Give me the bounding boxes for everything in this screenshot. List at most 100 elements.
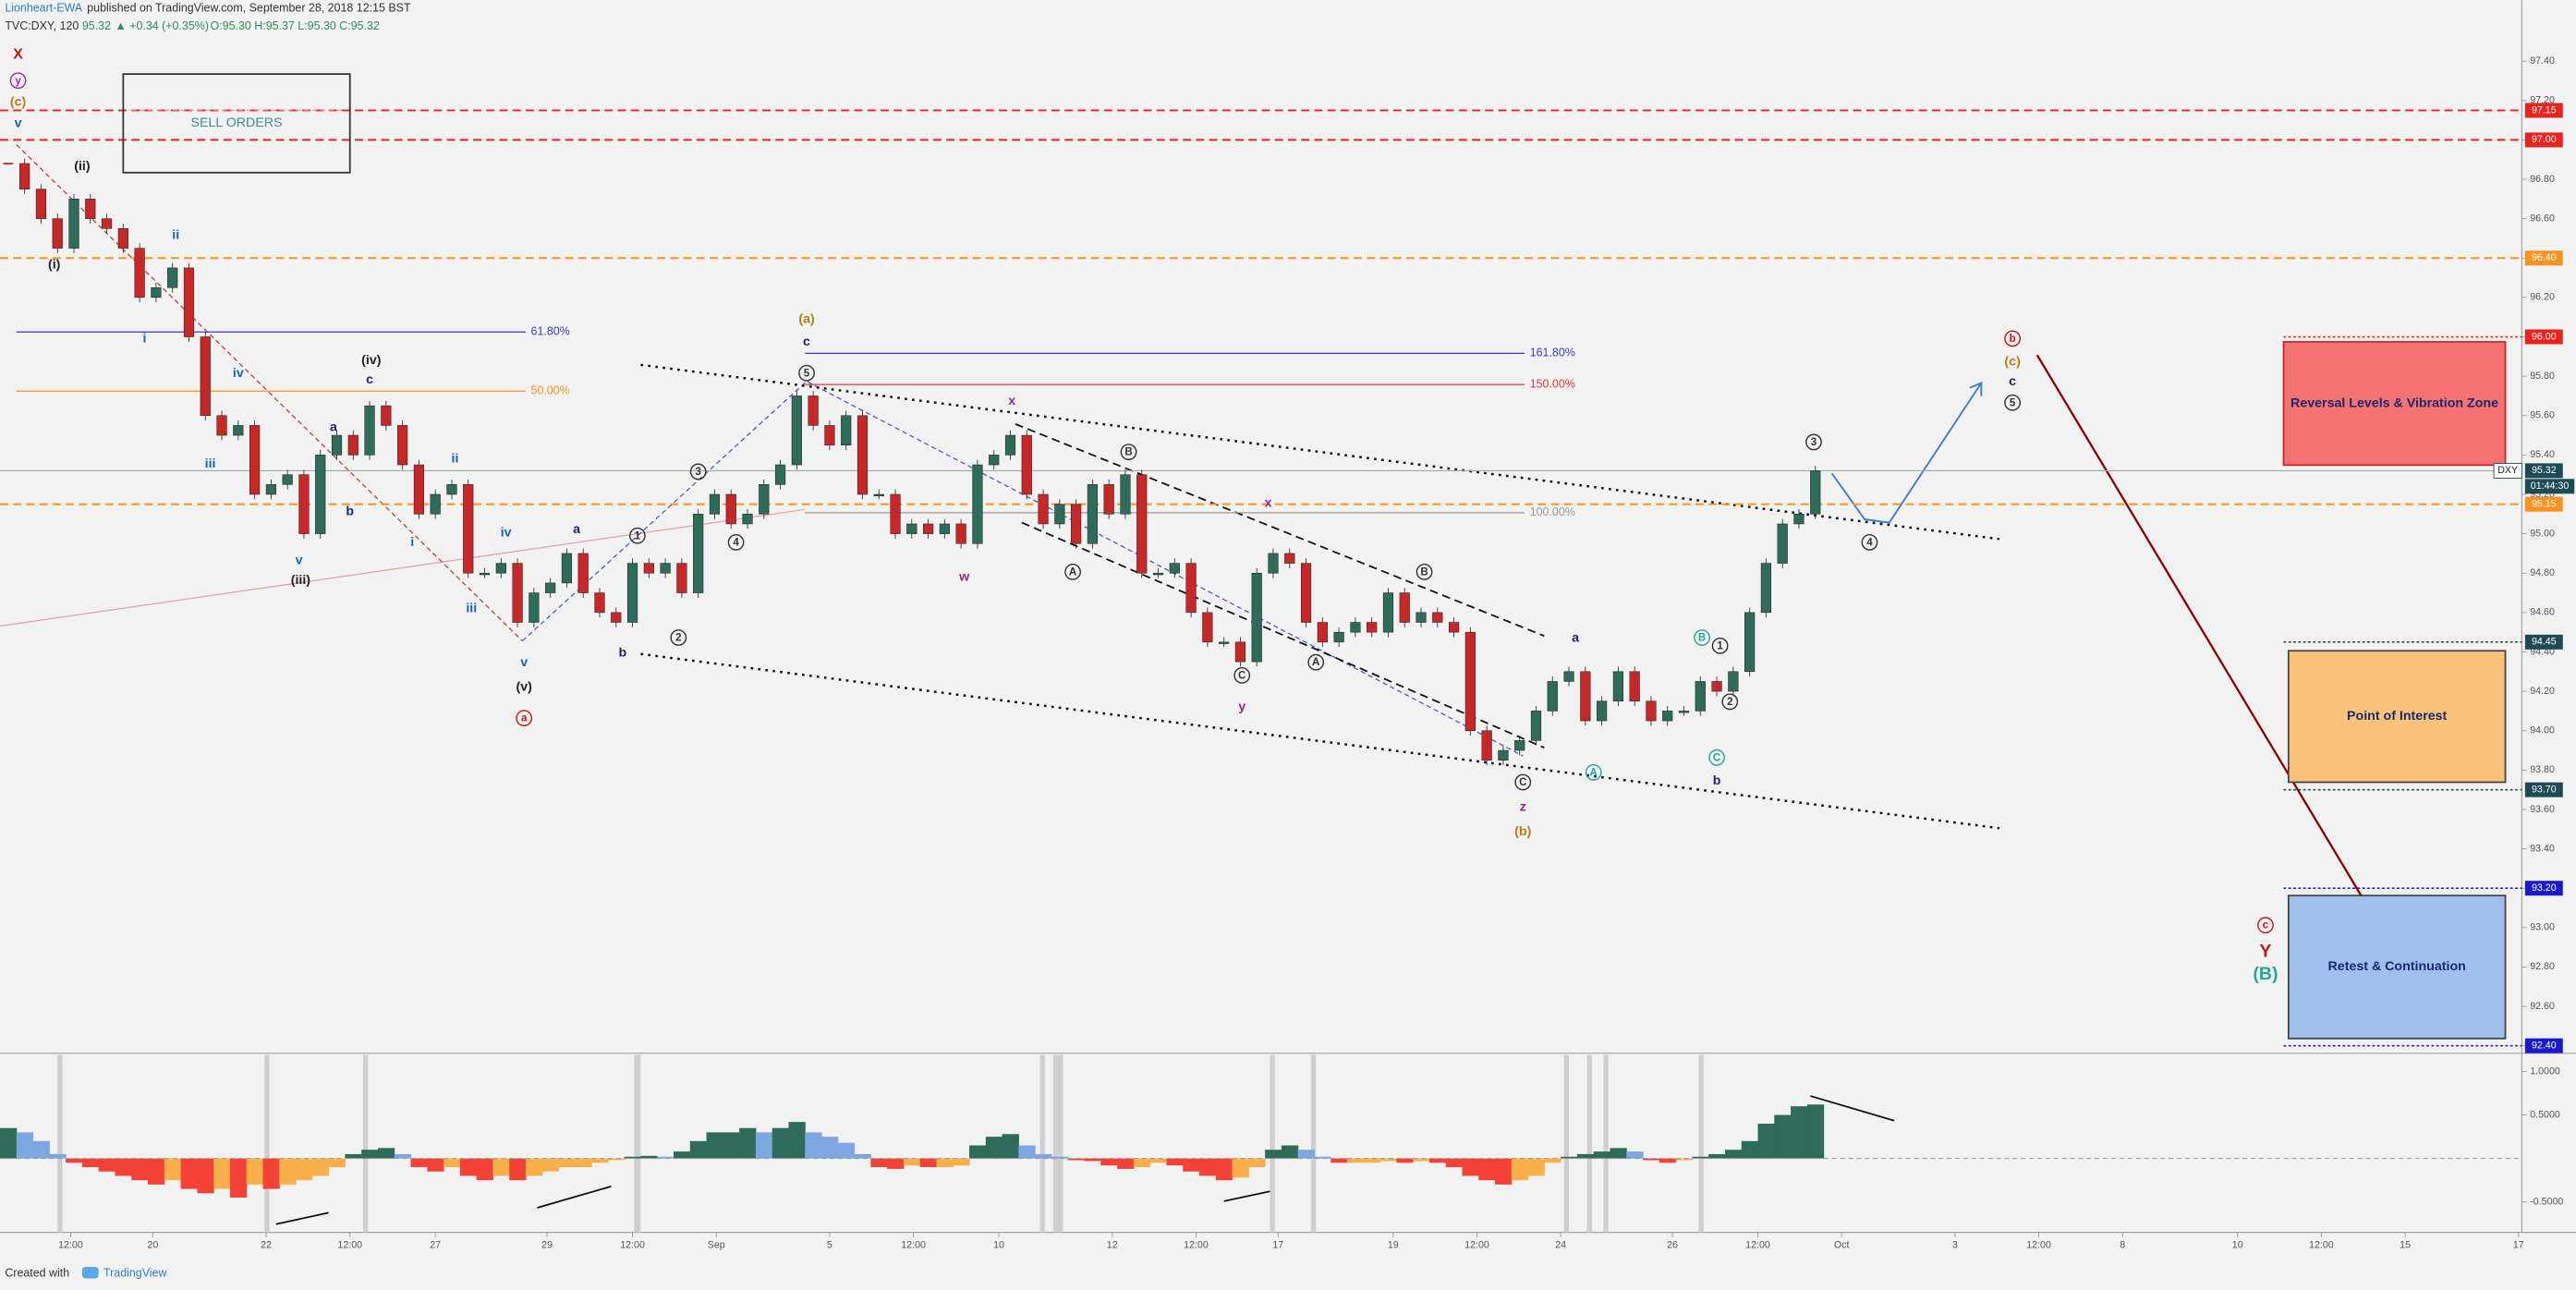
candle — [167, 267, 178, 288]
y-tick-label: 94.80 — [2530, 567, 2555, 578]
candle — [216, 415, 227, 436]
brand-icon[interactable] — [81, 1266, 99, 1279]
wave-label: c — [2263, 920, 2269, 931]
projection-arrow — [1830, 382, 1983, 524]
candles — [3, 158, 1821, 766]
wave-label: 1 — [635, 530, 641, 542]
y-tick-label: 96.60 — [2530, 213, 2555, 224]
y-tick-label: 95.80 — [2530, 371, 2555, 382]
osc-bar — [197, 1158, 214, 1194]
wave-circle — [1307, 653, 1325, 671]
session-marker — [1586, 1054, 1592, 1233]
candle — [364, 405, 375, 456]
osc-bar — [1149, 1158, 1167, 1163]
candle — [1498, 749, 1509, 761]
osc-bar — [755, 1132, 773, 1159]
osc-bar — [1347, 1158, 1365, 1163]
candle — [906, 523, 917, 534]
price-tag-label: 92.40 — [2532, 1040, 2557, 1051]
session-marker — [264, 1054, 270, 1233]
osc-bar — [854, 1153, 871, 1159]
fib-label: 61.80% — [531, 325, 570, 338]
osc-bar — [1610, 1148, 1627, 1159]
price-tag — [2524, 329, 2563, 345]
osc-bar — [788, 1122, 806, 1159]
wave-label: 3 — [1811, 437, 1817, 448]
osc-bar — [1544, 1158, 1561, 1163]
osc-bar — [0, 1127, 18, 1159]
session-marker — [1270, 1054, 1275, 1233]
candle — [1382, 592, 1394, 633]
price-tag-label: 97.00 — [2532, 134, 2557, 145]
candle — [857, 415, 869, 495]
candle — [1219, 641, 1230, 644]
wave-circle — [670, 629, 687, 646]
wave-circle — [1233, 667, 1251, 684]
osc-bar — [1445, 1158, 1464, 1168]
price-tag-label: 94.45 — [2532, 637, 2557, 648]
candle — [1169, 563, 1180, 574]
candle — [1004, 434, 1016, 456]
price-tag — [2524, 496, 2563, 512]
osc-bar — [492, 1158, 510, 1176]
osc-bar — [328, 1158, 346, 1168]
osc-bar — [953, 1158, 970, 1166]
candle — [282, 474, 293, 485]
candle — [200, 336, 211, 417]
candle — [1054, 504, 1065, 525]
y-tick-label: 97.40 — [2530, 55, 2555, 67]
osc-bar — [509, 1158, 527, 1181]
y-tick-label: 93.40 — [2530, 843, 2555, 854]
y-tick-label: 96.20 — [2530, 292, 2555, 303]
candle — [315, 455, 326, 534]
candle — [1399, 592, 1410, 623]
y-tick-label: 92.60 — [2530, 1001, 2555, 1012]
candle — [1103, 484, 1114, 515]
osc-bar — [32, 1140, 50, 1159]
osc-bar — [444, 1158, 461, 1168]
trend-line — [0, 508, 806, 627]
candle — [1662, 711, 1673, 722]
wave-circle — [1416, 563, 1433, 580]
candle — [512, 563, 523, 623]
candle — [791, 396, 802, 466]
candle — [134, 248, 145, 298]
wave-label: (ii) — [74, 159, 91, 174]
osc-bar — [821, 1137, 839, 1159]
price-tag-label: 97.15 — [2532, 104, 2557, 116]
x-tick-label: 10 — [2232, 1240, 2243, 1251]
candle — [660, 563, 671, 574]
fib-label: 150.00% — [1530, 377, 1575, 390]
osc-bar — [1248, 1158, 1266, 1168]
wave-label: 2 — [1727, 697, 1732, 708]
price-tag-label: 96.00 — [2532, 331, 2557, 342]
wave-label: (c) — [2004, 355, 2021, 370]
countdown-label: 01:44:30 — [2531, 481, 2570, 492]
osc-bar — [1018, 1145, 1036, 1159]
osc-bar — [1428, 1158, 1447, 1163]
x-tick-label: 27 — [430, 1240, 441, 1251]
osc-bar — [919, 1158, 938, 1168]
author[interactable]: Lionheart-EWA — [5, 1, 83, 14]
price-tag-label: 93.70 — [2532, 784, 2557, 795]
candle — [1185, 563, 1197, 614]
x-tick-label: 29 — [541, 1240, 553, 1251]
osc-bar — [1643, 1158, 1660, 1161]
candle — [725, 493, 736, 525]
candle — [183, 267, 195, 337]
wave-circle — [798, 364, 815, 382]
fib-label: 161.80% — [1530, 347, 1575, 359]
x-tick-label: 17 — [2513, 1240, 2524, 1251]
osc-bar — [936, 1158, 954, 1168]
brand[interactable]: TradingView — [103, 1266, 167, 1279]
candle — [117, 228, 128, 249]
osc-bar — [1396, 1158, 1414, 1163]
divergence-line — [1223, 1190, 1270, 1202]
candle — [331, 434, 343, 456]
arrow-head — [1969, 381, 1983, 396]
symbol-tag-label: DXY — [2497, 465, 2518, 476]
osc-bar — [1741, 1140, 1759, 1159]
candle — [1416, 612, 1427, 623]
price-tag — [2524, 250, 2563, 266]
osc-bar — [1527, 1158, 1545, 1176]
